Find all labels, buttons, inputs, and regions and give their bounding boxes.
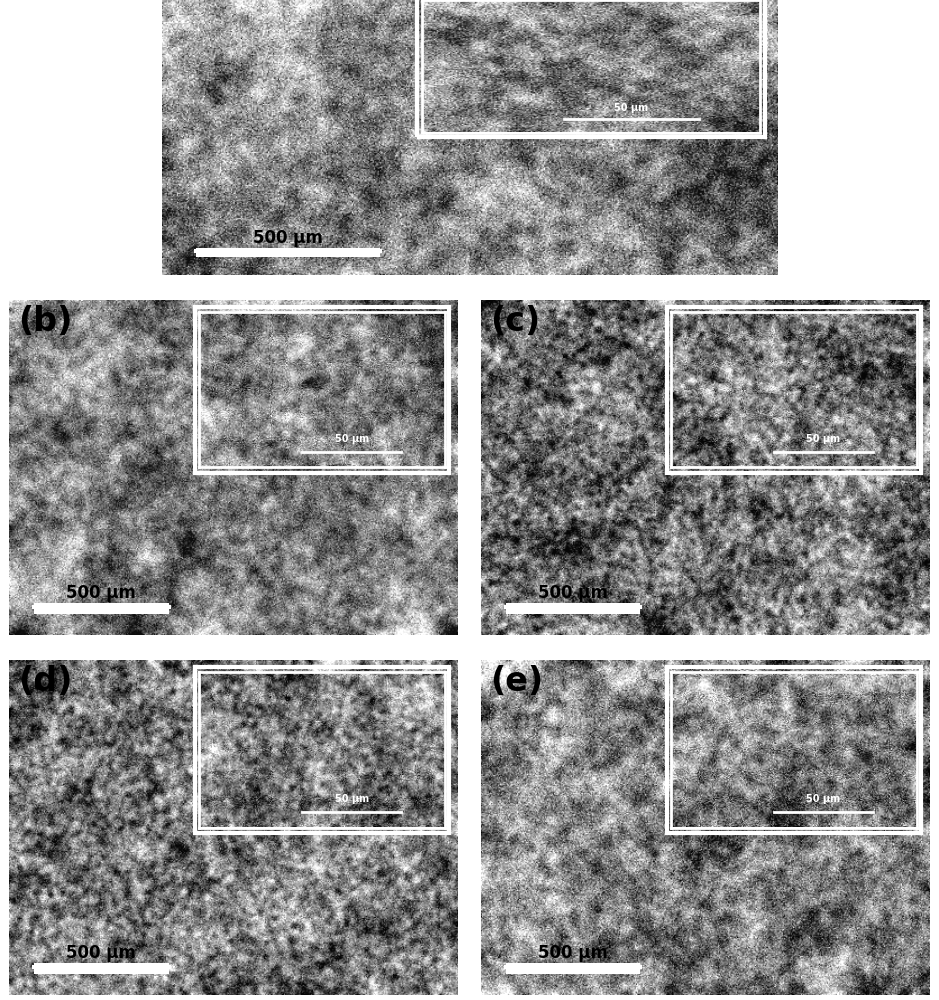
Bar — [506, 603, 640, 614]
Bar — [34, 603, 169, 614]
Text: (b): (b) — [19, 305, 72, 338]
Text: (c): (c) — [490, 305, 541, 338]
Bar — [195, 307, 449, 473]
Bar — [417, 0, 764, 137]
Bar — [668, 667, 920, 833]
Text: 500 μm: 500 μm — [254, 229, 323, 247]
Text: 500 μm: 500 μm — [67, 944, 136, 962]
Bar — [195, 667, 449, 833]
Text: (d): (d) — [19, 665, 72, 698]
Bar — [34, 963, 169, 974]
Text: 500 μm: 500 μm — [538, 944, 608, 962]
Bar — [506, 963, 640, 974]
Text: 500 μm: 500 μm — [67, 584, 136, 602]
Bar — [668, 307, 920, 473]
Bar — [196, 248, 380, 257]
Text: (e): (e) — [490, 665, 544, 698]
Text: 500 μm: 500 μm — [538, 584, 608, 602]
